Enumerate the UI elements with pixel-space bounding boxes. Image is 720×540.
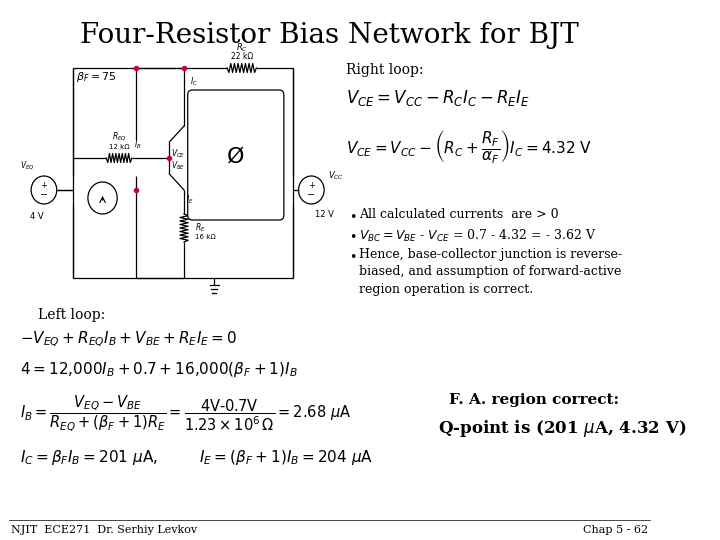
Text: 12 V: 12 V — [315, 210, 333, 219]
Text: $\beta_F=75$: $\beta_F=75$ — [76, 70, 117, 84]
Text: 12 kΩ: 12 kΩ — [109, 144, 130, 150]
Text: F. A. region correct:: F. A. region correct: — [449, 393, 618, 407]
Text: $I_C$: $I_C$ — [189, 76, 197, 89]
Text: $I_C=\beta_F I_B=201\ \mu\mathrm{A},$: $I_C=\beta_F I_B=201\ \mu\mathrm{A},$ — [20, 448, 158, 467]
Text: •: • — [349, 251, 356, 264]
Text: •: • — [349, 231, 356, 244]
Text: Chap 5 - 62: Chap 5 - 62 — [583, 525, 648, 535]
Text: 22 kΩ: 22 kΩ — [230, 52, 253, 61]
Text: $I_E$: $I_E$ — [186, 194, 194, 206]
FancyBboxPatch shape — [188, 90, 284, 220]
Text: Right loop:: Right loop: — [346, 63, 423, 77]
Text: $R_C$: $R_C$ — [235, 42, 248, 54]
Text: $I_B=\dfrac{V_{EQ}-V_{BE}}{R_{EQ}+(\beta_F+1)R_E}=\dfrac{4\mathrm{V}\text{-}0.7\: $I_B=\dfrac{V_{EQ}-V_{BE}}{R_{EQ}+(\beta… — [20, 393, 351, 433]
Text: Four-Resistor Bias Network for BJT: Four-Resistor Bias Network for BJT — [80, 22, 579, 49]
Text: $V_{CC}$: $V_{CC}$ — [328, 170, 343, 183]
Text: $R_{EQ}$: $R_{EQ}$ — [112, 130, 127, 143]
Text: Left loop:: Left loop: — [38, 308, 106, 322]
Text: All calculated currents  are > 0: All calculated currents are > 0 — [359, 208, 559, 221]
Text: •: • — [349, 211, 356, 224]
Text: $R_E$: $R_E$ — [195, 222, 206, 234]
Text: $I_E=(\beta_F+1)I_B=204\ \mu\mathrm{A}$: $I_E=(\beta_F+1)I_B=204\ \mu\mathrm{A}$ — [199, 448, 373, 467]
Text: 4 V: 4 V — [30, 212, 43, 221]
Text: 16 kΩ: 16 kΩ — [195, 234, 216, 240]
Text: $V_{CE}$: $V_{CE}$ — [171, 148, 186, 160]
Text: +: + — [308, 181, 315, 191]
Text: $V_{EQ}$: $V_{EQ}$ — [20, 159, 35, 172]
Text: −: − — [307, 190, 315, 200]
Text: $V_{CE}=V_{CC}-\left(R_C+\dfrac{R_F}{\alpha_F}\right)I_C=4.32\ \mathrm{V}$: $V_{CE}=V_{CC}-\left(R_C+\dfrac{R_F}{\al… — [346, 128, 593, 165]
Text: $V_{CE}=V_{CC}-R_CI_C-R_EI_E$: $V_{CE}=V_{CC}-R_CI_C-R_EI_E$ — [346, 88, 530, 108]
Text: Q-point is (201 $\mu$A, 4.32 V): Q-point is (201 $\mu$A, 4.32 V) — [438, 418, 686, 439]
Text: +: + — [40, 181, 48, 191]
Text: $4=12{,}000I_B+0.7+16{,}000(\beta_F+1)I_B$: $4=12{,}000I_B+0.7+16{,}000(\beta_F+1)I_… — [20, 360, 298, 379]
Text: Hence, base-collector junction is reverse-
biased, and assumption of forward-act: Hence, base-collector junction is revers… — [359, 248, 622, 296]
Text: Ø: Ø — [227, 147, 244, 167]
Text: $V_{BE}$: $V_{BE}$ — [171, 160, 186, 172]
Text: −: − — [40, 190, 48, 200]
Text: $I_B$: $I_B$ — [134, 138, 141, 151]
Text: $-V_{EQ}+R_{EQ}I_B+V_{BE}+R_EI_E=0$: $-V_{EQ}+R_{EQ}I_B+V_{BE}+R_EI_E=0$ — [20, 330, 238, 349]
Text: $V_{BC}=V_{BE}$ - $V_{CE}$ = 0.7 - 4.32 = - 3.62 V: $V_{BC}=V_{BE}$ - $V_{CE}$ = 0.7 - 4.32 … — [359, 228, 596, 244]
Text: NJIT  ECE271  Dr. Serhiy Levkov: NJIT ECE271 Dr. Serhiy Levkov — [11, 525, 197, 535]
